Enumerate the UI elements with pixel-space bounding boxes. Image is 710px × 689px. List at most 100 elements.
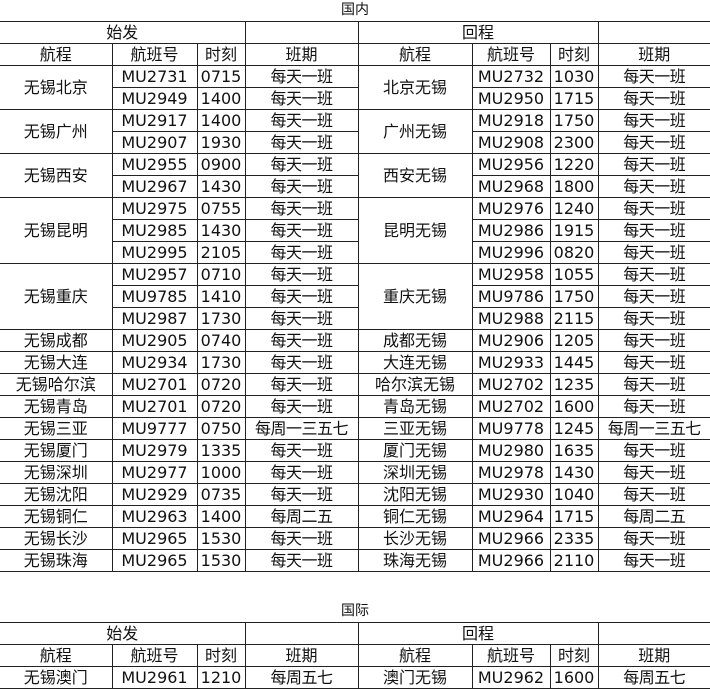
outbound-flight-number[interactable]: MU2957 <box>111 263 198 286</box>
return-route[interactable]: 重庆无锡 <box>357 263 473 330</box>
return-schedule[interactable]: 每天一班 <box>597 175 710 198</box>
return-schedule[interactable]: 每天一班 <box>597 241 710 264</box>
outbound-schedule[interactable]: 每天一班 <box>244 175 359 198</box>
outbound-schedule[interactable]: 每天一班 <box>244 329 359 352</box>
return-route[interactable]: 三亚无锡 <box>357 417 473 440</box>
outbound-flight-number[interactable]: MU2965 <box>111 527 198 550</box>
outbound-flight-number[interactable]: MU2934 <box>111 351 198 374</box>
outbound-schedule[interactable]: 每周一三五七 <box>244 417 359 440</box>
column-header[interactable]: 航程 <box>0 644 113 667</box>
return-schedule[interactable]: 每天一班 <box>597 483 710 506</box>
outbound-schedule[interactable]: 每天一班 <box>244 527 359 550</box>
empty-cell[interactable] <box>597 21 710 44</box>
return-departure-time[interactable]: 1430 <box>549 461 599 484</box>
outbound-route[interactable]: 无锡长沙 <box>0 527 113 550</box>
return-departure-time[interactable]: 1750 <box>549 285 599 308</box>
column-header[interactable]: 航班号 <box>471 43 551 66</box>
column-header[interactable]: 班期 <box>597 43 710 66</box>
outbound-departure-time[interactable]: 1930 <box>196 131 246 154</box>
return-schedule[interactable]: 每天一班 <box>597 395 710 418</box>
outbound-flight-number[interactable]: MU2967 <box>112 175 198 198</box>
outbound-flight-number[interactable]: MU2975 <box>111 197 198 220</box>
return-schedule[interactable]: 每天一班 <box>597 307 710 330</box>
return-schedule[interactable]: 每天一班 <box>597 131 710 154</box>
outbound-schedule[interactable]: 每天一班 <box>244 483 359 506</box>
return-departure-time[interactable]: 1205 <box>549 329 599 352</box>
outbound-flight-number[interactable]: MU9777 <box>111 417 198 440</box>
outbound-schedule[interactable]: 每天一班 <box>244 549 359 572</box>
return-route[interactable]: 长沙无锡 <box>357 527 473 550</box>
outbound-route[interactable]: 无锡大连 <box>0 351 113 374</box>
outbound-departure-time[interactable]: 0720 <box>196 373 246 396</box>
outbound-departure-time[interactable]: 0755 <box>196 197 246 220</box>
empty-cell[interactable] <box>597 622 710 645</box>
return-flight-number[interactable]: MU2964 <box>471 505 551 528</box>
return-schedule[interactable]: 每天一班 <box>597 153 710 176</box>
outbound-schedule[interactable]: 每周五七 <box>244 666 359 689</box>
outbound-flight-number[interactable]: MU2961 <box>111 666 198 689</box>
return-departure-time[interactable]: 2110 <box>549 549 599 572</box>
return-flight-number[interactable]: MU2962 <box>471 666 551 689</box>
outbound-departure-time[interactable]: 0750 <box>196 417 246 440</box>
return-flight-number[interactable]: MU2702 <box>471 395 551 418</box>
outbound-schedule[interactable]: 每天一班 <box>244 219 359 242</box>
return-route[interactable]: 大连无锡 <box>357 351 473 374</box>
return-departure-time[interactable]: 1600 <box>549 666 599 689</box>
return-departure-time[interactable]: 1635 <box>549 439 599 462</box>
outbound-flight-number[interactable]: MU2905 <box>111 329 198 352</box>
outbound-departure-time[interactable]: 1400 <box>196 109 246 132</box>
outbound-flight-number[interactable]: MU2731 <box>111 65 198 88</box>
outbound-departure-time[interactable]: 1530 <box>196 527 246 550</box>
return-route[interactable]: 西安无锡 <box>357 153 473 198</box>
return-departure-time[interactable]: 1600 <box>549 395 599 418</box>
outbound-schedule[interactable]: 每天一班 <box>244 131 359 154</box>
return-flight-number[interactable]: MU2968 <box>471 175 551 198</box>
return-flight-number[interactable]: MU2908 <box>471 131 551 154</box>
outbound-route[interactable]: 无锡成都 <box>0 329 113 352</box>
return-route[interactable]: 北京无锡 <box>357 65 473 110</box>
outbound-schedule[interactable]: 每天一班 <box>244 197 359 220</box>
outbound-departure-time[interactable]: 0735 <box>196 483 246 506</box>
return-schedule[interactable]: 每天一班 <box>597 461 710 484</box>
column-header[interactable]: 航班号 <box>111 43 198 66</box>
outbound-route[interactable]: 无锡青岛 <box>0 395 113 418</box>
outbound-schedule[interactable]: 每天一班 <box>244 241 359 264</box>
return-schedule[interactable]: 每天一班 <box>597 87 710 110</box>
outbound-schedule[interactable]: 每天一班 <box>244 373 359 396</box>
outbound-schedule[interactable]: 每天一班 <box>244 461 359 484</box>
outbound-route[interactable]: 无锡澳门 <box>0 666 113 689</box>
return-route[interactable]: 铜仁无锡 <box>357 505 473 528</box>
outbound-departure-time[interactable]: 1400 <box>196 505 246 528</box>
outbound-departure-time[interactable]: 0710 <box>196 263 246 286</box>
outbound-flight-number[interactable]: MU2963 <box>111 505 198 528</box>
outbound-schedule[interactable]: 每天一班 <box>244 87 359 110</box>
outbound-departure-time[interactable]: 1730 <box>196 307 246 330</box>
return-header[interactable]: 回程 <box>357 622 599 645</box>
return-departure-time[interactable]: 1800 <box>549 175 599 198</box>
return-departure-time[interactable]: 2300 <box>549 131 599 154</box>
outbound-schedule[interactable]: 每周二五 <box>244 505 359 528</box>
return-flight-number[interactable]: MU2950 <box>471 87 551 110</box>
return-route[interactable]: 珠海无锡 <box>357 549 473 572</box>
outbound-departure-time[interactable]: 1410 <box>196 285 246 308</box>
outbound-departure-time[interactable]: 1430 <box>196 175 246 198</box>
column-header[interactable]: 时刻 <box>196 43 246 66</box>
return-schedule[interactable]: 每天一班 <box>597 351 710 374</box>
return-schedule[interactable]: 每天一班 <box>597 527 710 550</box>
outbound-route[interactable]: 无锡沈阳 <box>0 483 113 506</box>
outbound-header[interactable]: 始发 <box>0 622 246 645</box>
outbound-schedule[interactable]: 每天一班 <box>244 153 359 176</box>
column-header[interactable]: 时刻 <box>196 644 246 667</box>
outbound-departure-time[interactable]: 0715 <box>196 65 246 88</box>
outbound-departure-time[interactable]: 1400 <box>196 87 246 110</box>
return-flight-number[interactable]: MU2958 <box>471 263 551 286</box>
column-header[interactable]: 航程 <box>0 43 113 66</box>
return-flight-number[interactable]: MU2930 <box>471 483 551 506</box>
outbound-flight-number[interactable]: MU2995 <box>112 241 198 264</box>
return-flight-number[interactable]: MU2918 <box>471 109 551 132</box>
column-header[interactable]: 航程 <box>357 644 473 667</box>
column-header[interactable]: 航程 <box>357 43 473 66</box>
return-departure-time[interactable]: 1055 <box>549 263 599 286</box>
return-schedule[interactable]: 每天一班 <box>597 65 710 88</box>
outbound-route[interactable]: 无锡哈尔滨 <box>0 373 113 396</box>
